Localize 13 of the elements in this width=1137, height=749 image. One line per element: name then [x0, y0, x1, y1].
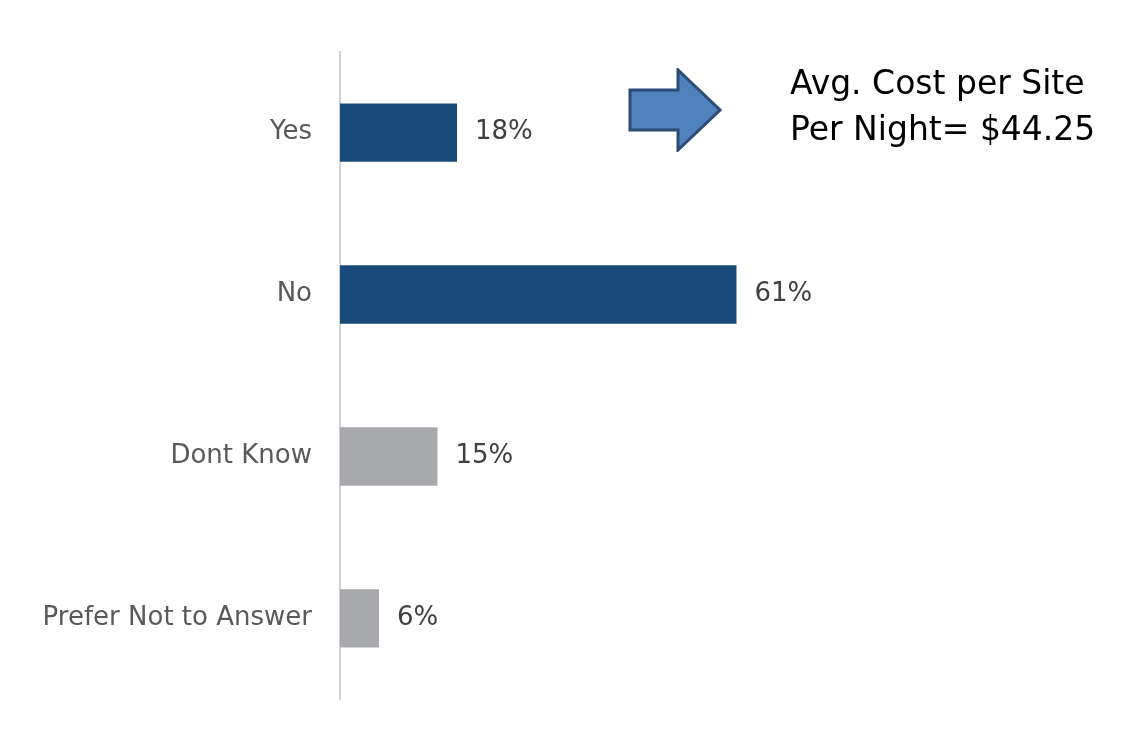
y-tick-label: Prefer Not to Answer [42, 601, 313, 632]
text: Avg. Cost per Site Per Night= $44.25 [790, 62, 1097, 150]
y-tick-label: Yes [269, 115, 312, 146]
data-label: 18% [475, 115, 533, 146]
bar [340, 103, 457, 162]
data-label: 61% [754, 277, 813, 308]
bar [340, 265, 737, 324]
y-tick-label: Dont Know [170, 439, 312, 470]
data-label: 15% [455, 439, 514, 470]
y-tick-label: No [276, 277, 312, 308]
bar [340, 589, 379, 648]
bar [340, 427, 438, 486]
data-label: 6% [397, 601, 439, 632]
